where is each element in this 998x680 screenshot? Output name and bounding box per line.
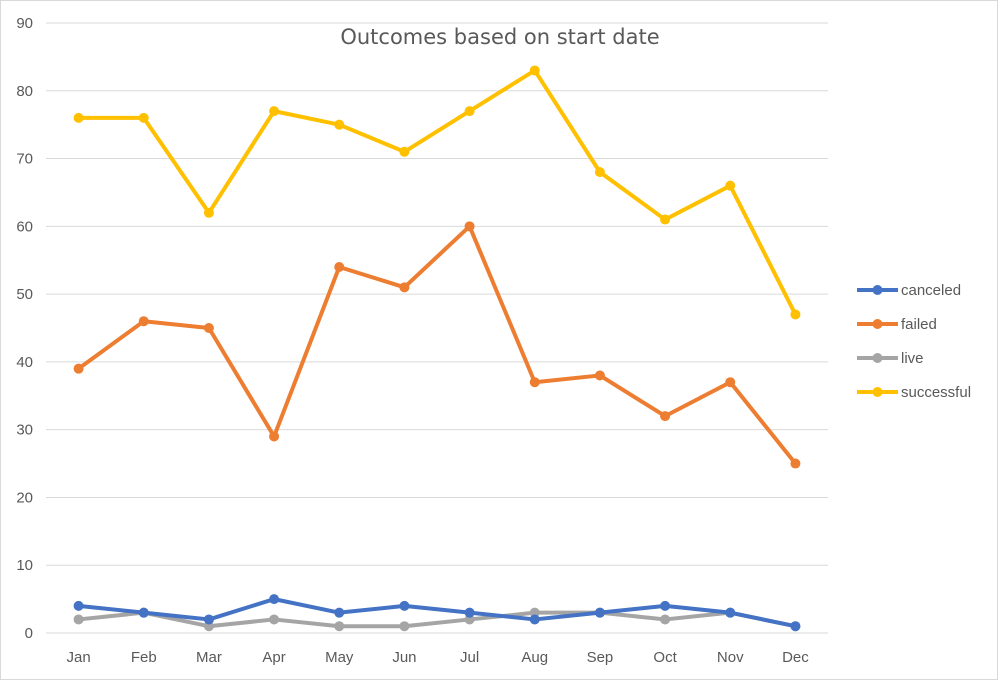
x-tick-label: Jun [392, 649, 416, 666]
chart-title: Outcomes based on start date [340, 25, 659, 49]
x-tick-label: Dec [782, 649, 809, 666]
data-point-canceled [529, 614, 540, 625]
y-tick-label: 20 [16, 489, 33, 506]
x-tick-label: Jul [460, 649, 479, 666]
data-point-failed [269, 431, 280, 442]
data-point-canceled [790, 621, 801, 632]
series-group [73, 65, 801, 632]
data-point-live [73, 614, 84, 625]
data-point-successful [660, 214, 671, 225]
series-successful [73, 65, 801, 320]
series-line-failed [76, 224, 798, 466]
data-point-failed [529, 377, 540, 388]
x-tick-label: Oct [653, 649, 677, 666]
legend-item-canceled: canceled [857, 282, 961, 299]
legend-marker [872, 285, 883, 295]
data-point-live [334, 621, 345, 632]
data-point-failed [660, 411, 671, 422]
series-failed [73, 221, 801, 469]
data-point-failed [138, 316, 149, 327]
data-point-failed [73, 363, 84, 374]
data-point-failed [203, 323, 214, 333]
legend-label: failed [901, 316, 937, 333]
legend: canceled failed live successful [857, 282, 971, 401]
x-axis: Jan Feb Mar Apr May Jun Jul Aug Sep Oct Nov Dec [66, 649, 809, 666]
data-point-failed [334, 262, 345, 272]
y-tick-label: 40 [16, 354, 33, 371]
legend-marker [872, 319, 883, 329]
series-canceled [73, 594, 801, 632]
data-point-successful [334, 119, 345, 130]
data-point-canceled [399, 600, 410, 611]
x-tick-label: Aug [521, 649, 548, 666]
data-point-canceled [269, 594, 280, 605]
x-tick-label: Apr [262, 649, 285, 666]
series-line-live [76, 610, 798, 629]
data-point-failed [464, 221, 475, 232]
y-tick-label: 70 [16, 151, 33, 168]
x-tick-label: Jan [66, 649, 90, 666]
data-point-live [399, 621, 410, 632]
y-tick-label: 60 [16, 218, 33, 235]
data-point-canceled [73, 600, 84, 611]
gridlines [46, 22, 828, 634]
data-point-successful [529, 65, 540, 76]
data-point-successful [725, 180, 736, 191]
data-point-successful [464, 106, 475, 117]
y-tick-label: 50 [16, 286, 33, 303]
y-tick-label: 80 [16, 83, 33, 100]
legend-marker [872, 387, 883, 397]
series-line-successful [76, 68, 798, 317]
data-point-failed [399, 282, 410, 293]
y-tick-label: 30 [16, 422, 33, 439]
data-point-canceled [203, 614, 214, 625]
data-point-successful [399, 146, 410, 157]
data-point-failed [594, 370, 605, 381]
legend-label: live [901, 350, 924, 367]
data-point-successful [269, 106, 280, 117]
legend-item-live: live [857, 350, 924, 367]
data-point-live [269, 614, 280, 625]
legend-item-failed: failed [857, 316, 937, 333]
x-tick-label: Mar [196, 649, 222, 666]
data-point-canceled [138, 607, 149, 618]
legend-item-successful: successful [857, 384, 971, 401]
data-point-successful [790, 309, 801, 320]
data-point-canceled [464, 607, 475, 618]
data-point-canceled [594, 607, 605, 618]
series-line-canceled [76, 597, 798, 629]
data-point-failed [725, 377, 736, 388]
x-tick-label: Feb [131, 649, 157, 666]
data-point-successful [203, 207, 214, 218]
y-tick-label: 90 [16, 15, 33, 32]
x-tick-label: Sep [587, 649, 614, 666]
data-point-canceled [334, 607, 345, 618]
data-point-live [660, 614, 671, 625]
legend-label: canceled [901, 282, 961, 299]
data-point-successful [73, 112, 84, 123]
data-point-failed [790, 458, 801, 469]
x-tick-label: May [325, 649, 354, 666]
data-point-canceled [725, 607, 736, 618]
x-tick-label: Nov [717, 649, 744, 666]
data-point-canceled [660, 600, 671, 611]
data-point-successful [594, 167, 605, 178]
legend-marker [872, 353, 883, 363]
data-point-successful [138, 112, 149, 123]
legend-label: successful [901, 384, 971, 401]
y-axis: 0 10 20 30 40 50 60 70 80 90 [16, 15, 33, 642]
y-tick-label: 10 [16, 557, 33, 574]
y-tick-label: 0 [25, 625, 33, 642]
